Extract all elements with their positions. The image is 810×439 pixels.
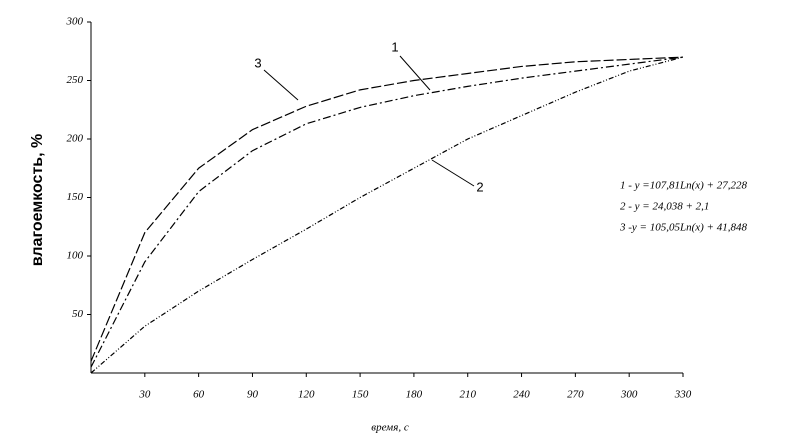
x-tick-label: 180 bbox=[406, 389, 423, 401]
x-tick-label: 120 bbox=[298, 389, 315, 401]
equation: 1 - y =107,81Ln(x) + 27,228 bbox=[620, 180, 747, 192]
y-tick-label: 150 bbox=[67, 191, 84, 203]
equation: 2 - y = 24,038 + 2,1 bbox=[620, 201, 709, 213]
series-label: 2 bbox=[476, 179, 483, 194]
x-tick-label: 60 bbox=[193, 389, 205, 401]
equation: 3 -y = 105,05Ln(x) + 41,848 bbox=[619, 222, 747, 234]
x-tick-label: 270 bbox=[567, 389, 584, 401]
x-tick-label: 30 bbox=[138, 389, 151, 401]
x-tick-label: 300 bbox=[620, 389, 638, 401]
y-axis-label: влагоемкость, % bbox=[29, 134, 46, 266]
leader-line bbox=[399, 55, 431, 91]
x-axis-label: время, с bbox=[371, 422, 409, 434]
y-tick-label: 50 bbox=[72, 308, 84, 320]
y-tick-label: 250 bbox=[67, 74, 84, 86]
x-tick-label: 210 bbox=[459, 389, 476, 401]
series-label: 3 bbox=[254, 55, 261, 70]
y-tick-label: 300 bbox=[66, 16, 84, 28]
leader-line bbox=[431, 159, 475, 187]
leader-line bbox=[263, 69, 299, 101]
y-tick-label: 200 bbox=[67, 133, 84, 145]
series-line bbox=[90, 56, 684, 362]
series-line bbox=[90, 56, 684, 368]
series-line bbox=[90, 56, 684, 374]
series-label: 1 bbox=[391, 39, 398, 54]
x-tick-label: 150 bbox=[352, 389, 369, 401]
x-tick-label: 330 bbox=[674, 389, 692, 401]
x-tick-label: 90 bbox=[247, 389, 259, 401]
y-tick-label: 100 bbox=[67, 250, 84, 262]
x-tick-label: 240 bbox=[513, 389, 530, 401]
